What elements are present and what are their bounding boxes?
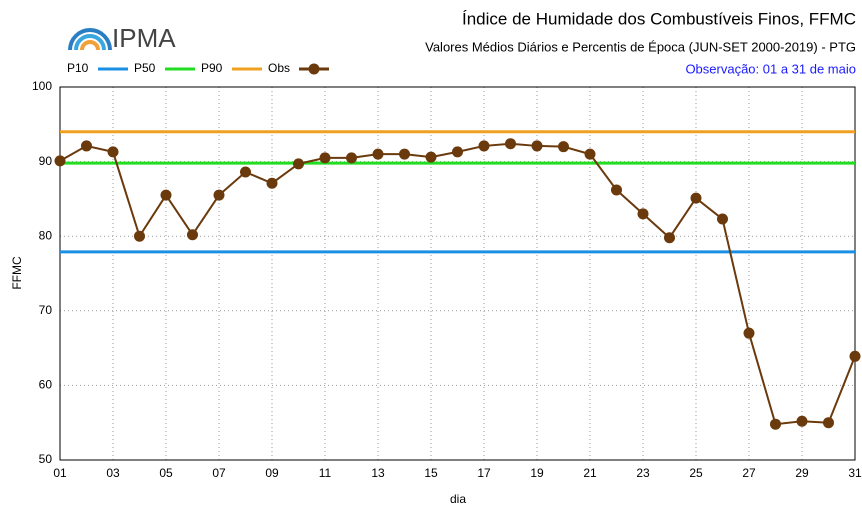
data-point — [452, 146, 463, 158]
legend-label: Obs — [268, 61, 290, 75]
plot-frame — [59, 86, 856, 461]
annotation: Observação: 01 a 31 de maio — [685, 61, 856, 76]
data-point — [319, 152, 331, 164]
chart-title: Índice de Humidade dos Combustíveis Fino… — [462, 9, 856, 28]
data-point — [558, 141, 569, 153]
legend-label: P50 — [134, 61, 156, 75]
data-point — [717, 213, 728, 225]
x-tick-label: 01 — [53, 466, 67, 480]
legend-label: P10 — [67, 61, 89, 75]
data-point — [293, 158, 304, 170]
x-tick-label: 03 — [106, 466, 120, 480]
y-tick-label: 100 — [32, 79, 52, 93]
x-tick-label: 15 — [424, 466, 438, 480]
y-tick-label: 90 — [39, 154, 53, 168]
y-tick-label: 60 — [39, 378, 53, 392]
logo-text: IPMA — [112, 23, 176, 53]
y-tick-label: 80 — [39, 228, 53, 242]
data-point — [425, 151, 437, 163]
data-point — [81, 140, 92, 152]
data-point — [372, 148, 384, 160]
x-tick-label: 23 — [636, 466, 650, 480]
data-point — [266, 177, 278, 189]
chart-subtitle: Valores Médios Diários e Percentis de Ép… — [425, 39, 856, 54]
y-tick-label: 70 — [39, 303, 53, 317]
data-point — [743, 327, 755, 339]
data-point — [240, 166, 251, 178]
data-point — [664, 232, 675, 244]
data-point — [505, 138, 516, 150]
data-point — [187, 229, 198, 241]
x-tick-label: 31 — [848, 466, 862, 480]
x-axis-label: dia — [450, 492, 466, 506]
x-tick-label: 05 — [159, 466, 173, 480]
data-point — [690, 192, 702, 204]
data-point — [849, 350, 861, 362]
logo-icon — [68, 28, 112, 51]
x-tick-label: 17 — [477, 466, 491, 480]
data-point — [134, 230, 145, 242]
x-tick-label: 19 — [530, 466, 544, 480]
data-point — [478, 140, 490, 152]
x-tick-label: 11 — [319, 466, 332, 480]
data-point — [213, 189, 225, 201]
data-point — [637, 208, 649, 220]
data-point — [584, 148, 596, 160]
x-tick-label: 21 — [583, 466, 597, 480]
data-point — [54, 155, 66, 167]
x-tick-label: 27 — [742, 466, 756, 480]
data-point — [107, 146, 119, 158]
data-point — [796, 415, 808, 427]
x-tick-label: 07 — [212, 466, 226, 480]
x-tick-label: 29 — [795, 466, 809, 480]
data-point — [823, 417, 834, 429]
legend-marker — [308, 63, 320, 75]
x-tick-label: 25 — [689, 466, 703, 480]
data-point — [531, 140, 543, 152]
data-point — [399, 148, 410, 160]
data-point — [346, 152, 357, 164]
x-tick-label: 09 — [265, 466, 279, 480]
series-line — [59, 142, 856, 426]
y-tick-label: 50 — [39, 452, 53, 466]
data-point — [160, 189, 172, 201]
data-point — [770, 418, 781, 430]
x-tick-label: 13 — [371, 466, 385, 480]
data-point — [611, 184, 622, 196]
legend-label: P90 — [201, 61, 223, 75]
y-axis-label: FFMC — [10, 256, 24, 290]
